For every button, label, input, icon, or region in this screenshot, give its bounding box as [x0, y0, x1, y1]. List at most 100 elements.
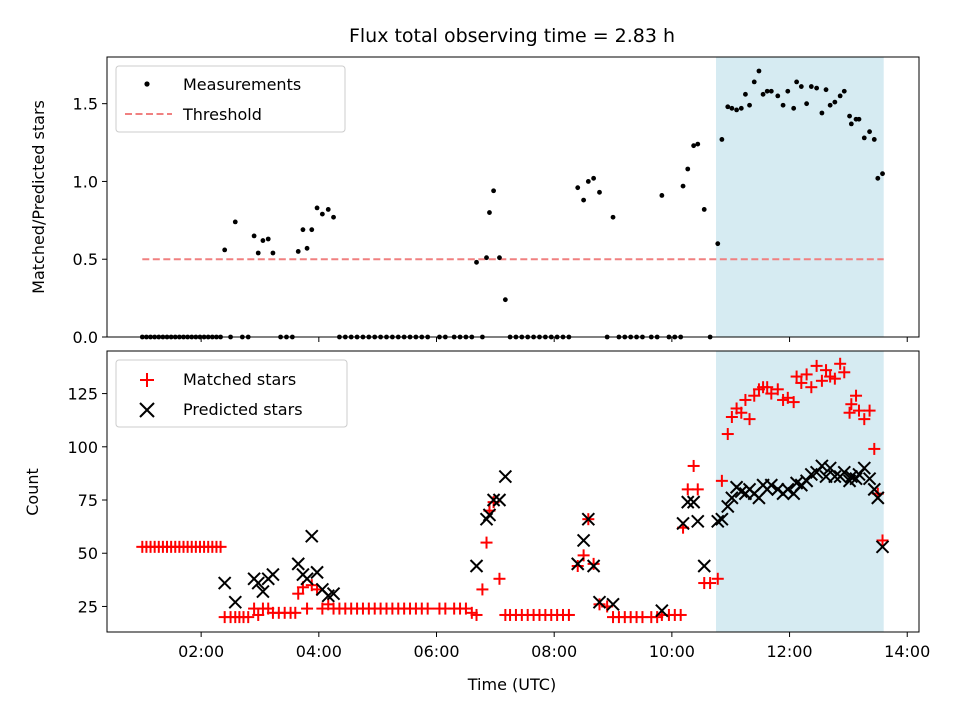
bottom-panel-legend: Matched stars Predicted stars	[115, 359, 348, 428]
measurement-point	[484, 255, 489, 261]
matched-stars-point	[214, 540, 227, 553]
measurement-point	[265, 236, 271, 242]
measurement-point	[875, 175, 881, 181]
top-panel-ylabel: Matched/Predicted stars	[29, 100, 48, 294]
predicted-stars-point	[492, 493, 507, 507]
x-tick-label: 08:00	[531, 642, 577, 661]
measurement-point	[751, 79, 757, 85]
predicted-stars-point	[862, 472, 877, 486]
matched-stars-point	[593, 598, 606, 611]
measurement-point	[581, 197, 587, 203]
x-tick-label: 14:00	[884, 642, 930, 661]
predicted-stars-legend-marker	[139, 402, 155, 418]
x-tick-label: 10:00	[649, 642, 695, 661]
measurement-point	[497, 255, 502, 261]
top-ytick-label: 0.5	[73, 250, 98, 269]
predicted-stars-point	[676, 516, 690, 531]
bottom-ytick-label: 25	[78, 597, 98, 616]
matched-stars-point	[725, 410, 738, 423]
matched-stars-point	[787, 396, 800, 409]
measurement-point	[314, 205, 320, 211]
measurement-point	[309, 227, 315, 233]
matched-stars-point	[704, 577, 717, 590]
measurement-point	[791, 105, 797, 111]
predicted-stars-point	[875, 540, 890, 554]
measurement-point	[861, 135, 867, 141]
measurement-point	[270, 250, 276, 256]
matched-stars-legend-label: Matched stars	[183, 370, 296, 389]
measurement-point	[847, 113, 852, 119]
predicted-stars-point	[291, 557, 305, 571]
top-ytick-label: 1.0	[73, 172, 98, 191]
matched-stars-point	[858, 413, 871, 426]
matched-stars-point	[850, 389, 863, 402]
measurement-point	[232, 219, 238, 225]
measurement-point	[827, 102, 833, 108]
bottom-ytick-label: 100	[67, 438, 98, 457]
measurement-point	[764, 88, 770, 94]
measurement-point	[715, 241, 721, 247]
measurement-point	[760, 91, 766, 97]
matched-stars-point	[721, 428, 734, 441]
predicted-stars-point	[828, 469, 842, 484]
measurement-point	[659, 193, 665, 198]
matched-stars-point	[587, 557, 600, 570]
measurements-legend-label: Measurements	[183, 75, 301, 94]
matched-stars-point	[771, 383, 784, 396]
measurement-point	[841, 88, 847, 94]
predicted-stars-point	[781, 482, 795, 497]
x-tick-label: 12:00	[766, 642, 812, 661]
measurement-point	[487, 210, 492, 215]
matched-stars-point	[852, 404, 865, 417]
measurement-point	[743, 91, 748, 97]
matched-stars-legend-marker	[140, 373, 154, 387]
measurement-point	[848, 121, 854, 127]
measurement-point	[785, 88, 791, 94]
measurement-point	[725, 104, 731, 110]
matched-stars-point	[735, 406, 748, 419]
measurement-point	[747, 102, 752, 108]
measurement-point	[729, 105, 735, 111]
measurement-point	[610, 214, 616, 220]
predicted-stars-point	[251, 576, 265, 590]
measurement-point	[691, 143, 697, 149]
measurement-point	[304, 245, 310, 251]
top-panel-highlight-region	[716, 57, 884, 337]
measurement-point	[794, 79, 800, 85]
matched-stars-point	[800, 368, 813, 381]
top-panel-frame	[106, 56, 920, 338]
matched-stars-point	[476, 583, 489, 596]
predicted-stars-point	[581, 512, 596, 526]
predicted-stars-point	[486, 493, 501, 507]
measurement-point	[222, 247, 228, 253]
measurement-point	[734, 107, 739, 113]
chart-title: Flux total observing time = 2.83 h	[349, 25, 675, 47]
top-panel-legend: Measurements Threshold	[115, 65, 346, 133]
predicted-stars-point	[571, 557, 585, 571]
measurement-point	[585, 179, 591, 184]
matched-stars-point	[820, 364, 833, 377]
predicted-stars-point	[734, 484, 749, 499]
bottom-panel-marks	[136, 357, 890, 624]
measurement-point	[775, 93, 781, 99]
measurements-legend-marker	[144, 81, 150, 87]
matched-stars-point	[843, 406, 856, 419]
measurement-point	[331, 214, 336, 220]
matched-stars-point	[421, 602, 434, 615]
matched-stars-point	[242, 611, 255, 624]
matched-stars-point	[876, 534, 889, 547]
predicted-stars-point	[482, 508, 497, 522]
bottom-ytick-label: 125	[67, 385, 98, 404]
x-axis-label: Time (UTC)	[467, 675, 556, 694]
matched-stars-point	[292, 587, 305, 600]
measurement-point	[255, 250, 261, 256]
predicted-stars-point	[691, 514, 705, 529]
bottom-panel: 25 50 75 100 125 02:00 04:00 06:00 08:00 10:00 12:…	[23, 350, 930, 694]
predicted-stars-point	[837, 465, 851, 480]
predicted-stars-point	[815, 459, 829, 473]
matched-stars-point	[715, 474, 728, 487]
matched-stars-point	[761, 381, 774, 394]
measurement-point	[502, 297, 508, 303]
x-tick-label: 02:00	[178, 642, 224, 661]
